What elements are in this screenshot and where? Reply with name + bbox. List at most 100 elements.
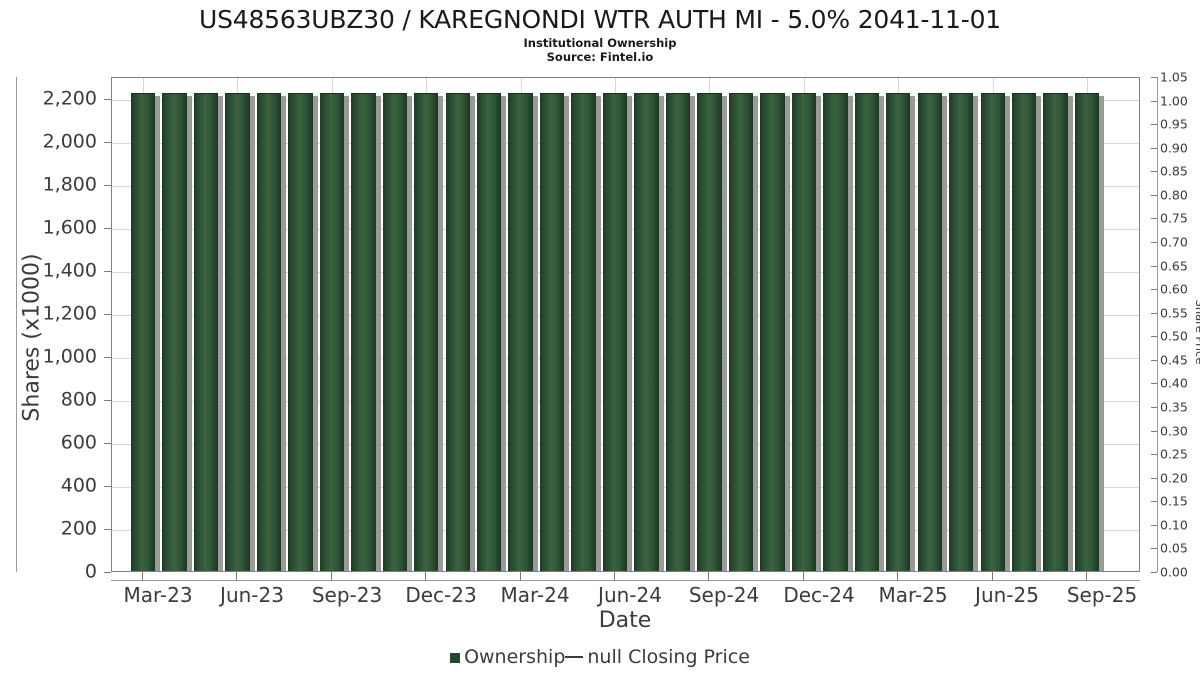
right-axis-tick-label: 1.05 <box>1160 69 1188 85</box>
right-axis-tick-label: 0.60 <box>1160 281 1188 297</box>
x-axis-tick-label: Sep-23 <box>311 583 383 607</box>
right-axis-tick-mark <box>1151 147 1157 149</box>
right-axis-tick-mark <box>1151 194 1157 196</box>
bar[interactable] <box>225 93 250 571</box>
right-axis-tick-label: 0.25 <box>1160 446 1188 462</box>
bar[interactable] <box>288 93 313 571</box>
bar[interactable] <box>728 93 754 571</box>
bar[interactable] <box>162 93 187 571</box>
bar[interactable] <box>508 93 533 571</box>
x-axis-tick-label: Mar-25 <box>878 583 948 607</box>
right-axis-tick-mark <box>1151 572 1157 573</box>
right-axis-tick-label: 0.80 <box>1160 187 1188 203</box>
right-axis-tick-mark <box>1151 501 1157 503</box>
bar[interactable] <box>319 93 345 571</box>
left-axis-tick-mark <box>104 270 111 272</box>
left-axis-tick-label: 400 <box>60 474 97 497</box>
x-axis-spine <box>111 580 1140 581</box>
left-axis-tick-label: 1,200 <box>42 302 97 325</box>
x-axis-tick-mark <box>614 572 615 580</box>
x-axis-tick-mark <box>236 572 237 580</box>
chart-source-label: Source: Fintel.io <box>546 50 654 64</box>
plot-area <box>111 77 1140 572</box>
right-axis-spine <box>1157 77 1158 572</box>
x-axis-tick-mark <box>520 572 521 580</box>
x-axis-tick-label: Dec-23 <box>405 583 477 607</box>
left-axis-tick-mark <box>104 485 111 487</box>
bar[interactable] <box>886 93 911 571</box>
right-axis-tick-mark <box>1151 265 1157 267</box>
right-axis-tick-label: 0.65 <box>1160 258 1188 274</box>
right-axis-tick-label: 0.85 <box>1160 163 1188 179</box>
x-axis-title: Date <box>598 608 652 633</box>
left-axis-tick-mark <box>104 442 111 444</box>
legend-item-label: Ownership <box>464 646 566 668</box>
bar[interactable] <box>130 93 156 571</box>
left-axis-tick-mark <box>104 141 111 143</box>
right-axis-title: Share Price <box>1193 299 1200 365</box>
right-axis-tick-label: 0.15 <box>1160 493 1188 509</box>
bar[interactable] <box>1011 93 1037 571</box>
x-axis-tick-mark <box>708 572 709 580</box>
left-axis-tick-label: 2,000 <box>42 130 97 153</box>
bar[interactable] <box>193 93 219 571</box>
right-axis-tick-label: 0.45 <box>1160 352 1188 368</box>
right-axis-tick-label: 0.75 <box>1160 210 1188 226</box>
left-axis-tick-label: 2,200 <box>42 87 97 110</box>
x-axis-tick-mark <box>803 572 804 580</box>
right-axis-tick-mark <box>1151 454 1157 456</box>
x-axis-tick-mark <box>897 572 898 580</box>
bar[interactable] <box>823 93 848 571</box>
x-axis-tick-label: Jun-24 <box>598 583 662 607</box>
right-axis-tick-mark <box>1151 171 1157 173</box>
bar[interactable] <box>382 93 407 571</box>
legend-item[interactable]: null Closing Price <box>565 646 750 668</box>
bar[interactable] <box>256 93 282 571</box>
right-axis-tick-label: 0.55 <box>1160 305 1188 321</box>
legend-item[interactable]: Ownership <box>450 646 565 668</box>
bar[interactable] <box>665 93 691 571</box>
bar[interactable] <box>917 93 942 571</box>
chart-title-block: US48563UBZ30 / KAREGNONDI WTR AUTH MI - … <box>0 0 1200 64</box>
bar[interactable] <box>1074 93 1100 571</box>
left-axis-spine <box>16 77 17 572</box>
bar[interactable] <box>760 93 785 571</box>
left-axis-tick-mark <box>104 313 111 315</box>
x-axis-tick-label: Sep-25 <box>1066 583 1138 607</box>
x-axis-tick-label: Mar-23 <box>123 583 193 607</box>
bar[interactable] <box>539 93 565 571</box>
bar[interactable] <box>445 93 470 571</box>
left-axis-tick-mark <box>104 572 111 573</box>
right-axis-tick-mark <box>1151 548 1157 550</box>
left-axis-tick-label: 1,800 <box>42 173 97 196</box>
bar[interactable] <box>351 93 376 571</box>
bar[interactable] <box>414 93 439 571</box>
bar[interactable] <box>697 93 722 571</box>
bar[interactable] <box>477 93 502 571</box>
x-axis-tick-label: Sep-24 <box>688 583 760 607</box>
right-axis-tick-mark <box>1151 407 1157 408</box>
right-axis-tick-label: 0.35 <box>1160 399 1188 415</box>
bar[interactable] <box>854 93 880 571</box>
bar[interactable] <box>949 93 974 571</box>
right-axis-tick-label: 0.30 <box>1160 423 1188 439</box>
left-axis-tick-label: 1,000 <box>42 345 97 368</box>
bar[interactable] <box>1043 93 1068 571</box>
page-title: US48563UBZ30 / KAREGNONDI WTR AUTH MI - … <box>199 5 1001 34</box>
x-axis-tick-label: Jun-25 <box>975 583 1039 607</box>
left-axis-tick-label: 600 <box>60 431 97 454</box>
right-axis-tick-label: 0.70 <box>1160 234 1188 250</box>
right-axis-tick-label: 1.00 <box>1160 93 1188 109</box>
right-axis-tick-mark <box>1151 312 1157 314</box>
right-axis-tick-mark <box>1151 359 1157 361</box>
bar[interactable] <box>571 93 596 571</box>
right-axis-tick-label: 0.50 <box>1160 328 1188 344</box>
bar[interactable] <box>602 93 628 571</box>
left-axis-tick-mark <box>104 98 111 100</box>
bar[interactable] <box>791 93 817 571</box>
left-axis-tick-mark <box>104 399 111 401</box>
bar[interactable] <box>980 93 1005 571</box>
x-axis-tick-mark <box>425 572 426 580</box>
right-axis-tick-mark <box>1151 218 1157 220</box>
bar[interactable] <box>634 93 659 571</box>
